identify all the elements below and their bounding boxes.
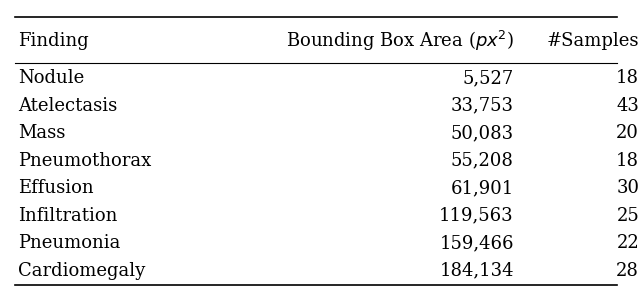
Text: Effusion: Effusion — [19, 179, 94, 197]
Text: 20: 20 — [616, 124, 639, 142]
Text: 5,527: 5,527 — [463, 69, 514, 87]
Text: Pneumothorax: Pneumothorax — [19, 152, 152, 170]
Text: 55,208: 55,208 — [451, 152, 514, 170]
Text: 119,563: 119,563 — [439, 206, 514, 225]
Text: 159,466: 159,466 — [439, 234, 514, 252]
Text: 184,134: 184,134 — [439, 262, 514, 279]
Text: #Samples: #Samples — [547, 32, 639, 50]
Text: 33,753: 33,753 — [451, 97, 514, 114]
Text: 30: 30 — [616, 179, 639, 197]
Text: Mass: Mass — [19, 124, 66, 142]
Text: 18: 18 — [616, 152, 639, 170]
Text: 61,901: 61,901 — [451, 179, 514, 197]
Text: Pneumonia: Pneumonia — [19, 234, 121, 252]
Text: 43: 43 — [616, 97, 639, 114]
Text: Atelectasis: Atelectasis — [19, 97, 118, 114]
Text: Bounding Box Area ($\mathit{px}^2$): Bounding Box Area ($\mathit{px}^2$) — [285, 29, 514, 53]
Text: Cardiomegaly: Cardiomegaly — [19, 262, 146, 279]
Text: Infiltration: Infiltration — [19, 206, 118, 225]
Text: 50,083: 50,083 — [451, 124, 514, 142]
Text: 18: 18 — [616, 69, 639, 87]
Text: 25: 25 — [616, 206, 639, 225]
Text: 22: 22 — [616, 234, 639, 252]
Text: Nodule: Nodule — [19, 69, 84, 87]
Text: Finding: Finding — [19, 32, 89, 50]
Text: 28: 28 — [616, 262, 639, 279]
